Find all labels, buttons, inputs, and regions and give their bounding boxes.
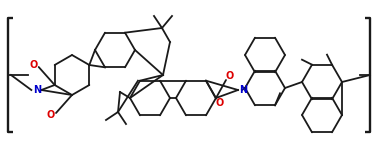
Text: N: N xyxy=(239,85,247,95)
Text: O: O xyxy=(47,110,55,120)
Text: O: O xyxy=(226,71,234,81)
Text: O: O xyxy=(216,98,224,108)
Text: O: O xyxy=(29,60,38,70)
Text: N: N xyxy=(33,85,42,95)
